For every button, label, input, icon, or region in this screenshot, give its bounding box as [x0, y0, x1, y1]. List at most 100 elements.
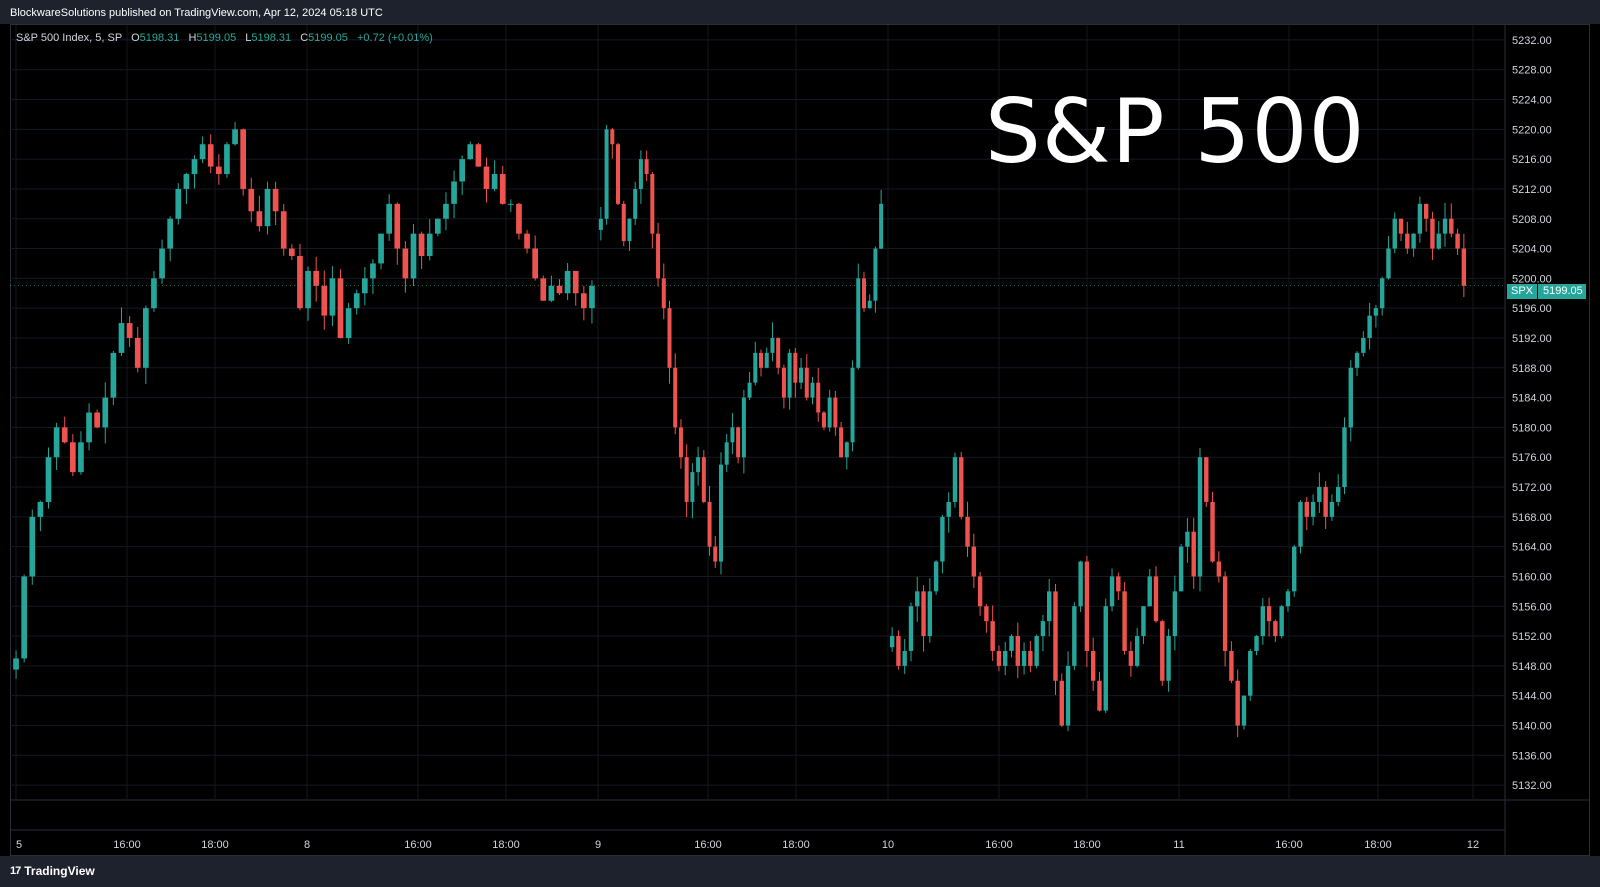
legend-high-value: 5199.05 — [196, 32, 237, 44]
candle-body — [1304, 501, 1309, 517]
candle-body — [378, 233, 384, 264]
candle-body — [94, 412, 101, 428]
candle-body — [548, 285, 555, 301]
y-tick-label: 5184.00 — [1512, 393, 1552, 405]
y-tick-label: 5148.00 — [1512, 661, 1552, 673]
candle-body — [656, 233, 661, 279]
y-tick-label: 5164.00 — [1512, 542, 1552, 554]
candle-body — [644, 159, 649, 175]
candle-body — [451, 181, 457, 204]
candle-body — [1329, 501, 1335, 517]
candle-body — [747, 382, 752, 398]
candle-body — [264, 188, 271, 227]
candle-body — [29, 516, 36, 577]
x-tick-label: 18:00 — [1364, 839, 1392, 851]
candle-body — [787, 352, 792, 398]
legend-change: +0.72 (+0.01%) — [356, 32, 433, 44]
candle-body — [1028, 650, 1033, 666]
y-tick-label: 5216.00 — [1512, 154, 1552, 166]
candle-body — [627, 218, 632, 242]
candle-body — [816, 382, 821, 413]
candle-body — [1216, 561, 1222, 577]
candle-body — [1266, 606, 1272, 622]
candle-body — [580, 293, 587, 309]
candle-body — [540, 278, 547, 301]
candle-body — [589, 285, 595, 309]
y-tick-label: 5220.00 — [1512, 124, 1552, 136]
candle-body — [965, 516, 970, 547]
candle-body — [1021, 650, 1027, 666]
candle-body — [759, 352, 764, 368]
candle-body — [370, 263, 376, 279]
candle-body — [337, 278, 344, 338]
candle-body — [684, 457, 689, 502]
candle-body — [861, 278, 866, 309]
candle-body — [1053, 591, 1058, 681]
y-tick-label: 5232.00 — [1512, 35, 1552, 47]
y-tick-label: 5200.00 — [1512, 273, 1552, 285]
candle-body — [799, 367, 804, 383]
candle-body — [1367, 315, 1372, 338]
candle-body — [996, 650, 1002, 666]
overlay-title: S&P 500 — [985, 80, 1366, 183]
x-tick-label: 11 — [1173, 839, 1184, 851]
candle-body — [1160, 621, 1165, 681]
candle-body — [1116, 576, 1121, 592]
y-tick-label: 5152.00 — [1512, 631, 1552, 643]
candle-body — [839, 427, 844, 458]
y-tick-label: 5208.00 — [1512, 214, 1552, 226]
chart-frame[interactable] — [10, 24, 1590, 856]
candle-body — [418, 233, 425, 257]
candle-body — [598, 218, 603, 230]
candle-body — [1204, 457, 1209, 502]
candle-body — [21, 576, 28, 659]
candle-body — [459, 159, 466, 182]
candle-body — [896, 636, 901, 666]
candle-body — [844, 442, 849, 458]
candle-body — [1178, 546, 1184, 592]
legend-close-label: C — [300, 32, 309, 44]
candle-body — [889, 636, 895, 648]
candle-body — [1336, 487, 1341, 502]
candle-body — [13, 658, 19, 670]
candle-body — [764, 352, 769, 368]
candle-body — [1405, 233, 1410, 249]
candle-body — [990, 621, 995, 651]
candle-body — [280, 211, 287, 249]
candle-body — [707, 501, 712, 547]
candle-body — [215, 166, 222, 175]
candle-body — [1285, 591, 1291, 607]
candle-body — [1254, 636, 1259, 651]
candle-body — [1229, 650, 1234, 681]
candle-body — [1109, 576, 1115, 607]
candle-body — [402, 248, 409, 279]
x-tick-label: 16:00 — [985, 839, 1013, 851]
candle-body — [1260, 606, 1266, 637]
candle-body — [1078, 561, 1083, 607]
candle-body — [61, 427, 68, 443]
y-tick-label: 5136.00 — [1512, 750, 1552, 762]
x-tick-label: 16:00 — [404, 839, 432, 851]
candle-body — [1392, 218, 1397, 249]
candle-body — [175, 188, 182, 219]
brand-text: TradingView — [24, 864, 95, 878]
candle-body — [1185, 531, 1190, 547]
last-price-tag: SPX 5199.05 — [1507, 284, 1586, 299]
y-tick-label: 5132.00 — [1512, 780, 1552, 792]
legend-high-label: H — [188, 32, 197, 44]
candle-body — [572, 270, 579, 294]
candle-body — [810, 382, 815, 398]
candle-body — [345, 308, 352, 338]
legend-symbol[interactable]: S&P 500 Index, 5, SP — [16, 32, 123, 44]
candle-body — [1241, 695, 1247, 726]
candle-body — [984, 606, 989, 622]
tradingview-brand[interactable]: 17 TradingView — [10, 864, 95, 878]
candle-body — [856, 278, 861, 368]
y-tick-label: 5176.00 — [1512, 452, 1552, 464]
candle-body — [1442, 218, 1448, 234]
candle-body — [1197, 457, 1203, 577]
y-tick-label: 5196.00 — [1512, 303, 1552, 315]
tradingview-logo-icon: 17 — [10, 865, 21, 877]
x-tick-label: 9 — [595, 839, 601, 851]
